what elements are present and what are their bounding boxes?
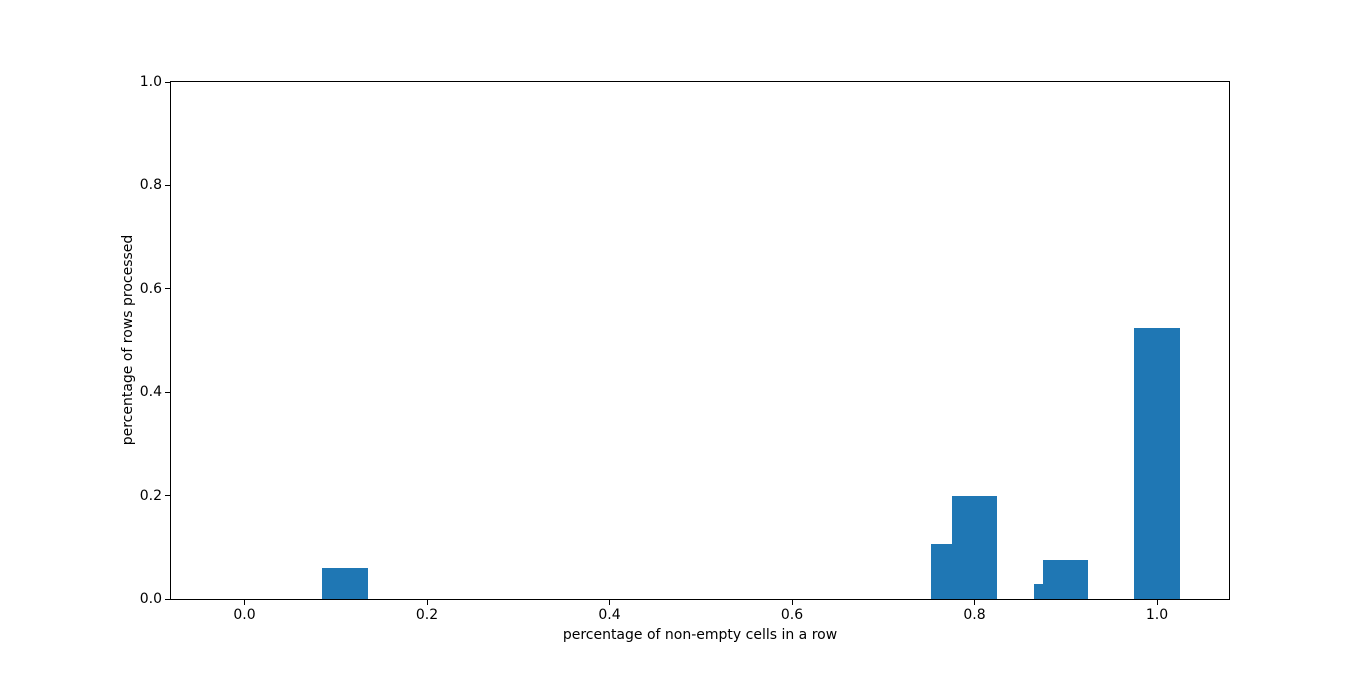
x-tick-mark [1156, 600, 1158, 605]
y-axis-label: percentage of rows processed [120, 234, 136, 446]
y-tick-label: 0.6 [139, 280, 162, 297]
y-tick-label: 0.8 [139, 177, 162, 194]
x-tick-label: 1.0 [1145, 607, 1169, 623]
y-tick-mark [165, 391, 170, 393]
x-tick-label: 0.4 [598, 607, 621, 623]
x-tick-mark [244, 600, 245, 605]
x-tick-mark [974, 600, 975, 605]
y-tick-label: 0.4 [139, 384, 162, 401]
x-tick-label: 0.0 [233, 607, 256, 623]
x-tick-label: 0.2 [415, 607, 439, 623]
histogram-bar [1042, 559, 1089, 599]
y-tick-label: 0.2 [139, 487, 162, 504]
y-tick-mark [165, 288, 170, 290]
x-tick-mark [426, 600, 428, 605]
x-tick-mark [791, 600, 793, 605]
histogram-bar [322, 568, 368, 599]
x-tick-label: 0.8 [963, 607, 986, 623]
y-tick-mark [165, 81, 170, 83]
y-tick-mark [165, 184, 170, 186]
histogram-bar [951, 495, 998, 599]
y-tick-mark [165, 598, 170, 600]
y-tick-mark [165, 495, 170, 497]
histogram-bar [1134, 328, 1180, 599]
x-tick-mark [609, 600, 610, 605]
x-axis-label: percentage of non-empty cells in a row [562, 627, 838, 643]
plot-area [170, 81, 1230, 600]
y-tick-label: 1.0 [139, 74, 162, 90]
y-tick-label: 0.0 [139, 591, 162, 607]
x-tick-label: 0.6 [780, 607, 804, 623]
